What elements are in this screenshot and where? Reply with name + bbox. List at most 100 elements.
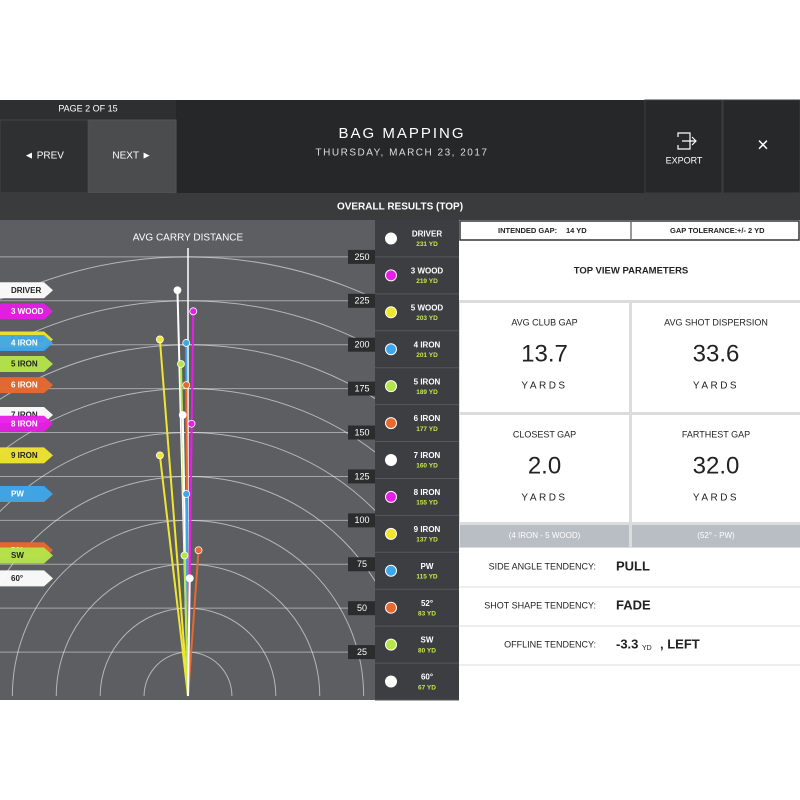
club-name: 9 IRON <box>414 525 441 534</box>
club-carry: 67 YD <box>418 684 436 691</box>
club-flag: 4 IRON <box>0 334 53 351</box>
club-flag: 60° <box>0 570 53 587</box>
flag-shape <box>0 356 53 373</box>
flag-label: 7 IRON <box>11 411 38 420</box>
stats-cells: AVG CLUB GAP 13.7 YARDS AVG SHOT DISPERSION… <box>460 303 800 547</box>
landing-dot <box>182 490 191 498</box>
chart-title: AVG CARRY DISTANCE <box>133 233 244 244</box>
club-carry: 160 YD <box>416 463 438 470</box>
tendency-direction: , LEFT <box>660 636 700 651</box>
club-carry: 83 YD <box>418 610 436 617</box>
note-bar <box>460 525 629 547</box>
flag-label: 6 IRON <box>11 381 38 390</box>
club-name: SW <box>421 636 434 645</box>
page-date: THURSDAY, MARCH 23, 2017 <box>316 148 489 159</box>
club-carry: 137 YD <box>416 537 438 544</box>
landing-dot <box>180 551 189 560</box>
flag-shape <box>0 447 53 464</box>
club-dot <box>385 490 397 503</box>
note-text: (4 IRON - 5 WOOD) <box>509 531 581 540</box>
stat-cell <box>632 303 800 412</box>
export-icon[interactable] <box>677 132 697 150</box>
stat-label: AVG SHOT DISPERSION <box>664 317 768 327</box>
export-button[interactable] <box>644 99 723 194</box>
tendency-label: SIDE ANGLE TENDENCY: <box>489 561 596 571</box>
landing-dot <box>187 419 196 428</box>
distance-axis: 25 50 75 100 125 150 175 200 225 250 <box>348 249 375 660</box>
stat-unit: YARDS <box>521 493 567 504</box>
y-tick-label: 25 <box>357 647 367 657</box>
club-rows: DRIVER 231 YD 3 WOOD 219 YD 5 WOOD 203 YD 4 IR… <box>375 230 459 701</box>
stat-cell <box>460 415 629 522</box>
stat-cell <box>632 415 800 522</box>
tick-tab <box>348 293 375 308</box>
tendency-value: -3.3 <box>616 636 638 651</box>
y-tick-label: 150 <box>354 427 369 437</box>
club-name: 5 IRON <box>414 377 441 386</box>
flag-label: SW <box>11 551 24 560</box>
stat-unit: YARDS <box>693 381 739 392</box>
club-carry: 155 YD <box>416 500 438 507</box>
export-label[interactable]: EXPORT <box>666 155 703 165</box>
landing-dot <box>173 286 182 295</box>
club-name: DRIVER <box>412 230 442 239</box>
club-dot <box>385 306 397 319</box>
club-name: 8 IRON <box>414 488 441 497</box>
club-carry: 115 YD <box>416 573 438 580</box>
club-dot <box>385 675 397 688</box>
gap-settings-bar <box>459 220 800 241</box>
y-tick-label: 200 <box>354 340 369 350</box>
flag-label: 8 IRON <box>11 419 38 428</box>
club-flag: 3 WOOD <box>0 303 53 320</box>
club-name: 4 IRON <box>414 340 441 349</box>
stat-value: 13.7 <box>521 340 568 367</box>
flag-shape <box>0 377 53 394</box>
flag-label: 9 IRON <box>11 451 38 460</box>
shot-line <box>187 550 200 697</box>
close-icon[interactable]: × <box>757 134 769 156</box>
prev-label[interactable]: ◄ PREV <box>24 151 64 162</box>
landing-dot <box>155 335 164 344</box>
stat-unit: YARDS <box>693 493 739 504</box>
tendency-value: PULL <box>616 558 650 573</box>
club-dot <box>385 454 397 466</box>
flag-shape <box>0 547 53 564</box>
flag-shape <box>0 570 53 587</box>
params-title: TOP VIEW PARAMETERS <box>574 266 689 277</box>
page-title: BAG MAPPING <box>338 125 465 142</box>
flag-label: 60° <box>11 574 23 583</box>
tendency-value: FADE <box>616 597 651 612</box>
club-name: PW <box>421 562 434 571</box>
shot-line <box>158 339 189 697</box>
section-bar <box>0 193 800 220</box>
next-label[interactable]: NEXT ► <box>112 151 151 162</box>
page-strip <box>0 100 176 120</box>
club-dot <box>385 232 397 245</box>
prev-button[interactable] <box>0 119 89 194</box>
club-dot <box>385 601 397 614</box>
next-button[interactable] <box>88 119 177 194</box>
club-flag: PW <box>0 486 53 503</box>
club-carry: 203 YD <box>416 315 438 322</box>
club-carry: 80 YD <box>418 647 436 654</box>
stat-label: CLOSEST GAP <box>513 429 576 439</box>
flag-shape <box>0 282 53 299</box>
club-dot <box>385 380 397 393</box>
tick-tab <box>348 425 375 440</box>
tendency-label: SHOT SHAPE TENDENCY: <box>484 600 596 610</box>
flag-label: 4 IRON <box>11 339 38 348</box>
club-dot <box>385 527 397 540</box>
tick-tab <box>348 381 375 396</box>
club-carry: 201 YD <box>416 352 438 359</box>
tendency-unit: YD <box>642 645 652 652</box>
tendencies: SIDE ANGLE TENDENCY: PULL SHOT SHAPE TENDE… <box>459 558 800 627</box>
landing-dot <box>182 381 191 390</box>
stat-label: FARTHEST GAP <box>682 429 750 439</box>
y-tick-label: 100 <box>354 515 369 525</box>
landing-dot <box>194 546 203 555</box>
club-flag: 9 IRON <box>0 447 53 464</box>
club-name: 6 IRON <box>414 414 441 423</box>
shot-line <box>187 578 191 697</box>
